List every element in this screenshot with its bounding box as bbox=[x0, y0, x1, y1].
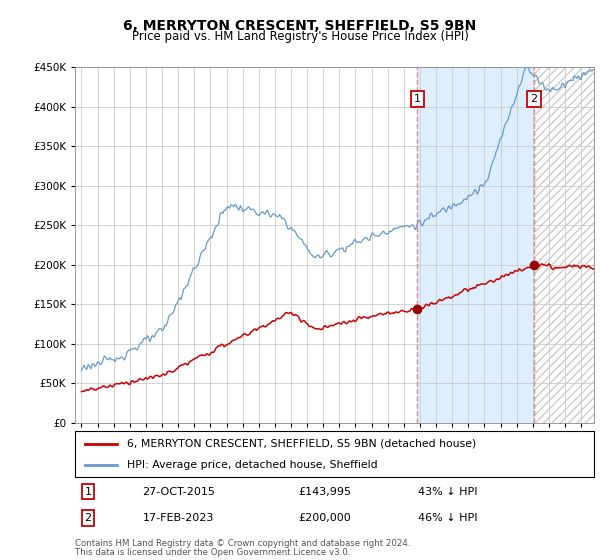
Text: 1: 1 bbox=[85, 487, 91, 497]
Text: 6, MERRYTON CRESCENT, SHEFFIELD, S5 9BN (detached house): 6, MERRYTON CRESCENT, SHEFFIELD, S5 9BN … bbox=[127, 438, 476, 449]
Text: 2: 2 bbox=[530, 94, 538, 104]
Text: 1: 1 bbox=[414, 94, 421, 104]
Text: £143,995: £143,995 bbox=[298, 487, 351, 497]
Text: £200,000: £200,000 bbox=[298, 513, 351, 523]
Text: HPI: Average price, detached house, Sheffield: HPI: Average price, detached house, Shef… bbox=[127, 460, 377, 470]
Text: 2: 2 bbox=[85, 513, 92, 523]
Text: 43% ↓ HPI: 43% ↓ HPI bbox=[418, 487, 477, 497]
Bar bbox=[417, 67, 534, 423]
FancyBboxPatch shape bbox=[75, 431, 594, 477]
Text: 17-FEB-2023: 17-FEB-2023 bbox=[142, 513, 214, 523]
Text: 27-OCT-2015: 27-OCT-2015 bbox=[142, 487, 215, 497]
Text: 6, MERRYTON CRESCENT, SHEFFIELD, S5 9BN: 6, MERRYTON CRESCENT, SHEFFIELD, S5 9BN bbox=[124, 18, 476, 32]
Text: 46% ↓ HPI: 46% ↓ HPI bbox=[418, 513, 477, 523]
Text: Contains HM Land Registry data © Crown copyright and database right 2024.: Contains HM Land Registry data © Crown c… bbox=[75, 539, 410, 548]
Text: This data is licensed under the Open Government Licence v3.0.: This data is licensed under the Open Gov… bbox=[75, 548, 350, 557]
Text: Price paid vs. HM Land Registry's House Price Index (HPI): Price paid vs. HM Land Registry's House … bbox=[131, 30, 469, 44]
